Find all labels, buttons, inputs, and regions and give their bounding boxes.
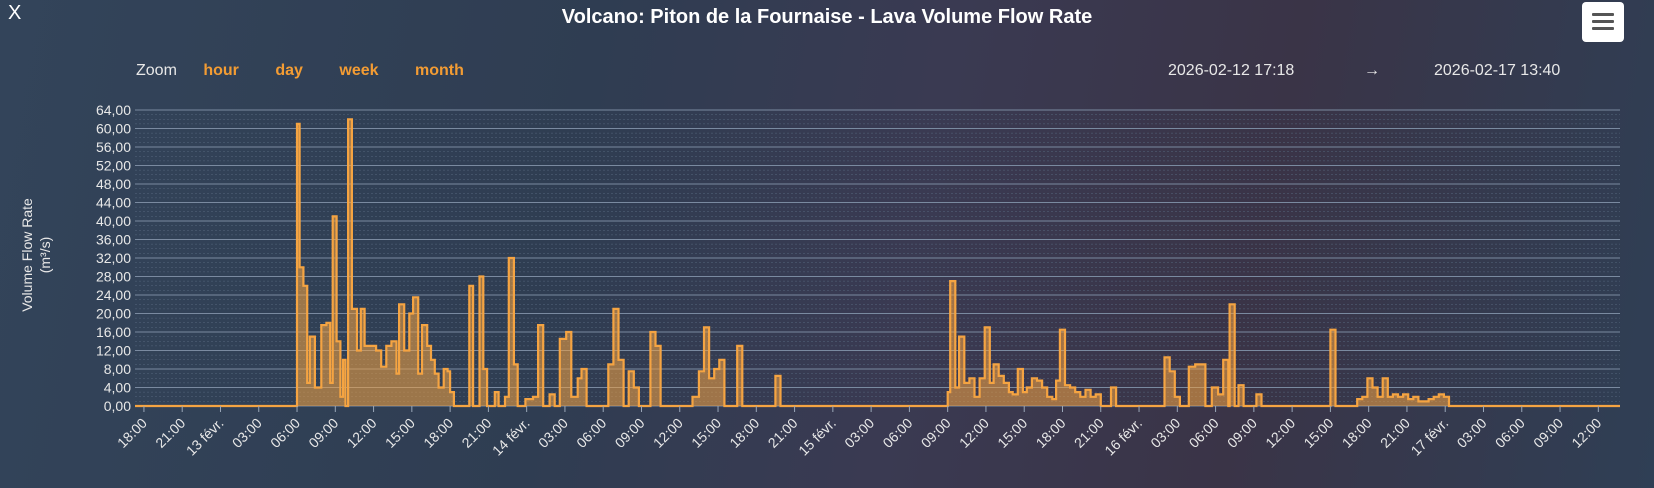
range-arrow-icon: → — [1364, 62, 1380, 79]
x-tick-label: 14 févr. — [489, 415, 533, 459]
range-from-input[interactable]: 2026-02-12 17:18 — [1168, 62, 1295, 79]
x-tick-label: 15 févr. — [795, 415, 839, 459]
x-tick-label: 06:00 — [267, 415, 303, 451]
x-tick-label: 16 févr. — [1101, 415, 1145, 459]
y-tick-label: 28,00 — [96, 269, 131, 285]
y-axis-ticks: 0,00 4,00 8,00 12,00 16,00 20,00 24,00 28,00 32,… — [96, 102, 131, 414]
x-tick-label: 03:00 — [841, 415, 877, 451]
series-line — [135, 118, 1620, 408]
x-tick-label: 03:00 — [535, 415, 571, 451]
zoom-week-button[interactable]: week — [339, 62, 379, 79]
x-tick-label: 13 févr. — [183, 415, 227, 459]
x-tick-label: 21:00 — [1377, 415, 1413, 451]
y-tick-label: 48,00 — [96, 176, 131, 192]
x-tick-label: 17 févr. — [1408, 415, 1452, 459]
x-tick-label: 15:00 — [688, 415, 724, 451]
series-area — [135, 119, 1620, 407]
x-tick-label: 09:00 — [1224, 415, 1260, 451]
y-tick-label: 20,00 — [96, 306, 131, 322]
y-tick-label: 12,00 — [96, 343, 131, 359]
y-tick-label: 4,00 — [104, 380, 131, 396]
x-tick-label: 15:00 — [382, 415, 418, 451]
x-tick-label: 03:00 — [229, 415, 265, 451]
x-tick-label: 03:00 — [1147, 415, 1183, 451]
zoom-hour-button[interactable]: hour — [203, 62, 239, 79]
x-tick-label: 21:00 — [765, 415, 801, 451]
x-tick-label: 12:00 — [650, 415, 686, 451]
zoom-label: Zoom — [136, 62, 177, 79]
x-tick-label: 12:00 — [956, 415, 992, 451]
y-tick-label: 40,00 — [96, 213, 131, 229]
x-tick-label: 09:00 — [1530, 415, 1566, 451]
x-tick-label: 18:00 — [726, 415, 762, 451]
y-tick-label: 36,00 — [96, 232, 131, 248]
x-tick-label: 21:00 — [152, 415, 188, 451]
x-tick-label: 18:00 — [1339, 415, 1375, 451]
chart-series — [135, 118, 1620, 408]
y-axis-unit: (m³/s) — [37, 237, 53, 274]
x-tick-label: 12:00 — [1262, 415, 1298, 451]
x-tick-label: 09:00 — [918, 415, 954, 451]
chart-title: Volcano: Piton de la Fournaise - Lava Vo… — [561, 6, 1093, 28]
y-tick-label: 8,00 — [104, 361, 131, 377]
x-tick-label: 18:00 — [114, 415, 150, 451]
y-tick-label: 16,00 — [96, 324, 131, 340]
x-tick-label: 21:00 — [1071, 415, 1107, 451]
x-tick-label: 18:00 — [420, 415, 456, 451]
y-tick-label: 56,00 — [96, 139, 131, 155]
x-tick-label: 21:00 — [458, 415, 494, 451]
x-tick-label: 03:00 — [1454, 415, 1490, 451]
zoom-day-button[interactable]: day — [275, 62, 303, 79]
x-tick-label: 15:00 — [1300, 415, 1336, 451]
x-tick-label: 18:00 — [1033, 415, 1069, 451]
zoom-month-button[interactable]: month — [414, 62, 464, 79]
x-tick-label: 09:00 — [305, 415, 341, 451]
y-tick-label: 52,00 — [96, 158, 131, 174]
y-tick-label: 0,00 — [104, 398, 131, 414]
x-tick-label: 06:00 — [1186, 415, 1222, 451]
y-tick-label: 60,00 — [96, 121, 131, 137]
close-button[interactable]: X — [8, 2, 22, 24]
x-tick-label: 06:00 — [1492, 415, 1528, 451]
y-tick-label: 44,00 — [96, 195, 131, 211]
zoom-controls: Zoom hour day week month — [136, 62, 496, 80]
y-tick-label: 64,00 — [96, 102, 131, 118]
hamburger-menu-icon[interactable] — [1582, 2, 1624, 42]
x-tick-label: 15:00 — [994, 415, 1030, 451]
y-axis-label: Volume Flow Rate — [19, 198, 35, 312]
x-tick-label: 06:00 — [573, 415, 609, 451]
range-to-input[interactable]: 2026-02-17 13:40 — [1434, 62, 1561, 79]
x-tick-label: 09:00 — [612, 415, 648, 451]
x-tick-label: 12:00 — [344, 415, 380, 451]
x-tick-label: 06:00 — [879, 415, 915, 451]
y-tick-label: 24,00 — [96, 287, 131, 303]
x-tick-label: 12:00 — [1568, 415, 1604, 451]
y-tick-label: 32,00 — [96, 250, 131, 266]
